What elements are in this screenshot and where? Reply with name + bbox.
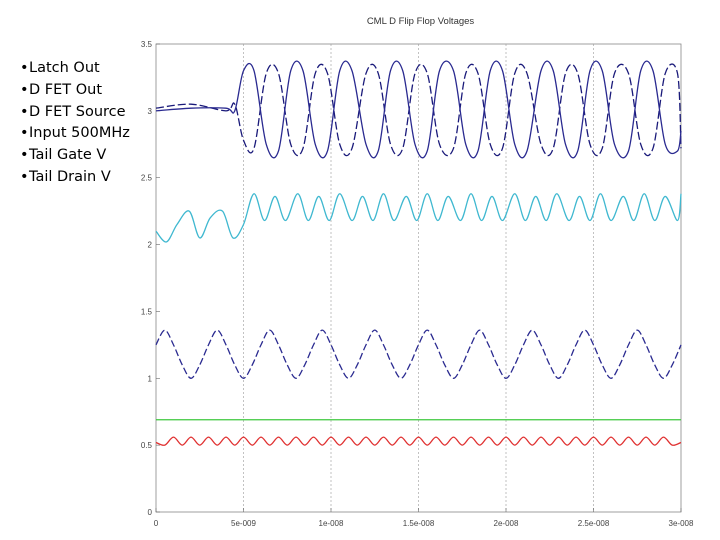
bullet-dot-icon: •: [20, 168, 29, 185]
bullet-dot-icon: •: [20, 103, 29, 120]
y-tick-label: 0.5: [141, 441, 153, 450]
legend-bullet-label: D FET Out: [29, 81, 103, 98]
legend-bullet-list: •Latch Out •D FET Out •D FET Source •Input …: [20, 58, 130, 189]
series-line-2: [155, 60, 682, 159]
bullet-dot-icon: •: [20, 81, 29, 98]
series-line-4: [155, 329, 682, 379]
bullet-dot-icon: •: [20, 147, 29, 164]
legend-bullet-label: D FET Source: [29, 103, 126, 120]
legend-bullet-item: •Tail Gate V: [20, 145, 130, 167]
x-tick-label: 1e-008: [319, 519, 344, 528]
x-tick-label: 2e-008: [494, 519, 519, 528]
x-tick-label: 0: [154, 519, 159, 528]
y-tick-label: 0: [148, 508, 153, 517]
y-tick-label: 3.5: [141, 40, 153, 49]
bullet-dot-icon: •: [20, 125, 29, 142]
legend-bullet-label: Latch Out: [29, 60, 100, 76]
y-tick-label: 1.5: [141, 307, 153, 316]
legend-bullet-label: Tail Gate V: [29, 147, 107, 164]
series-line-1: [155, 63, 682, 157]
bullet-dot-icon: •: [20, 60, 29, 76]
legend-bullet-label: Tail Drain V: [29, 168, 111, 185]
chart-title: CML D Flip Flop Voltages: [367, 16, 475, 27]
y-tick-label: 2.5: [141, 174, 153, 183]
y-tick-label: 2: [148, 241, 153, 250]
x-tick-label: 2.5e-008: [578, 519, 610, 528]
legend-bullet-item: •Input 500MHz: [20, 123, 130, 145]
y-tick-label: 1: [148, 374, 153, 383]
legend-bullet-label: Input 500MHz: [29, 125, 130, 142]
series-line-6: [155, 436, 682, 446]
legend-bullet-item: •D FET Out: [20, 80, 130, 102]
legend-bullet-item: •Latch Out: [20, 58, 130, 80]
y-tick-label: 3: [148, 107, 153, 116]
x-tick-label: 1.5e-008: [403, 519, 435, 528]
x-tick-label: 3e-008: [669, 519, 694, 528]
x-tick-label: 5e-009: [231, 519, 256, 528]
legend-bullet-item: •D FET Source: [20, 102, 130, 124]
legend-bullet-item: •Tail Drain V: [20, 167, 130, 189]
series-line-3: [155, 193, 682, 243]
